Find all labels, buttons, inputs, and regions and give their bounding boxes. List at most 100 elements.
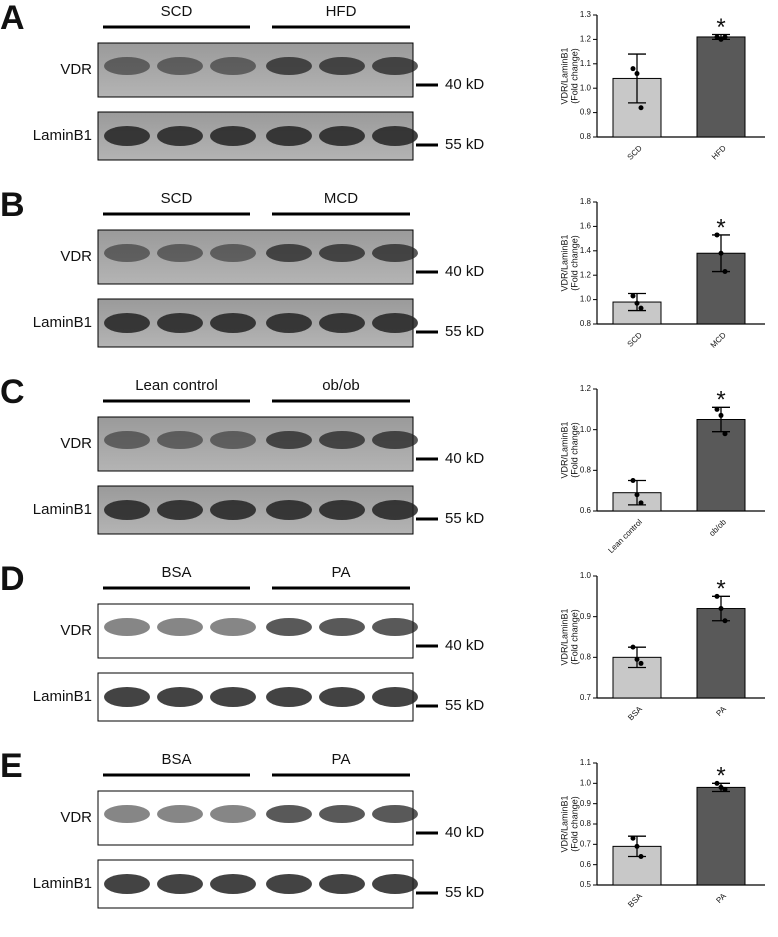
y-axis-label: VDR/LaminB1: [559, 795, 569, 852]
panel-letter: E: [0, 747, 23, 785]
y-axis-label: VDR/LaminB1: [559, 421, 569, 478]
y-tick-label: 1.2: [580, 384, 592, 393]
band: [104, 126, 150, 146]
marker-label: 55 kD: [445, 697, 484, 714]
band: [266, 805, 312, 823]
marker-label: 55 kD: [445, 510, 484, 527]
band: [104, 500, 150, 520]
row-label: VDR: [60, 435, 92, 452]
data-point: [718, 36, 724, 42]
y-axis-label: (Fold change): [569, 235, 579, 291]
bar: [696, 608, 746, 699]
y-axis-label: (Fold change): [569, 796, 579, 852]
group-label: MCD: [324, 190, 358, 207]
band: [210, 126, 256, 146]
row-label: VDR: [60, 809, 92, 826]
row-label: LaminB1: [33, 688, 92, 705]
x-tick-label: SCD: [626, 330, 644, 348]
band: [266, 244, 312, 262]
band: [210, 874, 256, 894]
band: [104, 618, 150, 636]
data-point: [634, 300, 640, 306]
y-axis-label: (Fold change): [569, 609, 579, 665]
row-label: VDR: [60, 61, 92, 78]
band: [319, 618, 365, 636]
y-tick-label: 0.8: [580, 132, 592, 141]
band: [104, 244, 150, 262]
y-tick-label: 0.8: [580, 465, 592, 474]
band: [319, 244, 365, 262]
group-label: HFD: [326, 3, 357, 20]
y-tick-label: 0.8: [580, 819, 592, 828]
y-axis-label: VDR/LaminB1: [559, 234, 569, 291]
band: [210, 57, 256, 75]
y-tick-label: 0.6: [580, 506, 592, 515]
data-point: [722, 34, 728, 40]
band: [266, 687, 312, 707]
band: [372, 57, 418, 75]
row-label: LaminB1: [33, 875, 92, 892]
y-axis-label: (Fold change): [569, 422, 579, 478]
band: [157, 618, 203, 636]
y-axis-label: (Fold change): [569, 48, 579, 104]
band: [157, 244, 203, 262]
band: [266, 126, 312, 146]
data-point: [722, 618, 728, 624]
y-tick-label: 0.8: [580, 319, 592, 328]
data-point: [714, 232, 720, 238]
data-point: [638, 500, 644, 506]
band: [104, 687, 150, 707]
data-point: [722, 269, 728, 275]
data-point: [714, 406, 720, 412]
y-tick-label: 1.3: [580, 10, 592, 19]
x-tick-label: PA: [714, 891, 728, 905]
y-tick-label: 1.0: [580, 83, 592, 92]
data-point: [714, 34, 720, 40]
marker-label: 40 kD: [445, 450, 484, 467]
group-label: Lean control: [135, 377, 218, 394]
band: [372, 244, 418, 262]
x-tick-label: ob/ob: [707, 517, 728, 538]
band: [266, 874, 312, 894]
x-tick-label: Lean control: [606, 517, 644, 555]
data-point: [634, 71, 640, 77]
band: [210, 313, 256, 333]
band: [104, 313, 150, 333]
band: [210, 687, 256, 707]
y-tick-label: 1.2: [580, 270, 592, 279]
y-tick-label: 0.8: [580, 652, 592, 661]
data-point: [630, 644, 636, 650]
data-point: [718, 606, 724, 612]
band: [266, 313, 312, 333]
row-label: LaminB1: [33, 127, 92, 144]
band: [266, 431, 312, 449]
data-point: [634, 656, 640, 662]
data-point: [638, 854, 644, 860]
band: [210, 500, 256, 520]
y-tick-label: 0.9: [580, 612, 592, 621]
marker-label: 40 kD: [445, 637, 484, 654]
group-label: SCD: [161, 190, 193, 207]
y-tick-label: 1.1: [580, 59, 592, 68]
band: [157, 57, 203, 75]
band: [372, 687, 418, 707]
band: [319, 431, 365, 449]
y-tick-label: 0.6: [580, 860, 592, 869]
group-label: PA: [332, 751, 351, 768]
data-point: [630, 478, 636, 483]
y-tick-label: 1.4: [580, 246, 592, 255]
band: [157, 874, 203, 894]
data-point: [714, 593, 720, 599]
group-label: BSA: [161, 564, 191, 581]
band: [266, 618, 312, 636]
panel-letter: B: [0, 186, 25, 224]
band: [372, 126, 418, 146]
bar: [696, 786, 746, 886]
row-label: VDR: [60, 248, 92, 265]
marker-label: 40 kD: [445, 263, 484, 280]
band: [104, 805, 150, 823]
band: [319, 687, 365, 707]
band: [319, 805, 365, 823]
marker-label: 40 kD: [445, 76, 484, 93]
y-tick-label: 1.0: [580, 571, 592, 580]
